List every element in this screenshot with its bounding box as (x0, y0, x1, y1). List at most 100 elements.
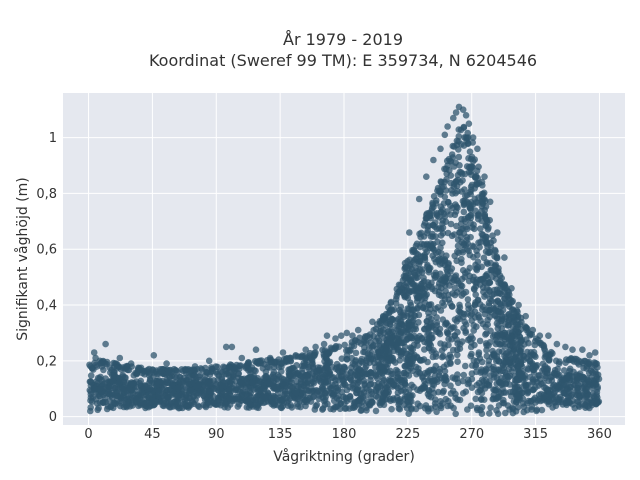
data-points (86, 103, 603, 418)
data-point-2033 (324, 400, 331, 408)
data-point-3528 (389, 307, 396, 314)
data-point-3088 (396, 377, 404, 384)
data-point-2317 (556, 393, 564, 401)
data-point-3492 (509, 348, 517, 355)
data-point-2443 (350, 401, 358, 408)
data-point-3022 (454, 176, 461, 184)
data-point-3274 (427, 366, 434, 374)
data-point-2261 (299, 369, 306, 377)
y-tick-label-0: 0 (49, 410, 57, 425)
data-point-3051 (437, 208, 445, 216)
data-point-1673 (493, 407, 500, 414)
data-point-3080 (432, 403, 439, 410)
data-point-3181 (454, 328, 461, 336)
data-point-3440 (416, 370, 424, 377)
data-point-2435 (347, 396, 354, 403)
data-point-3525 (354, 326, 362, 334)
data-point-3480 (495, 279, 502, 287)
data-point-3495 (465, 164, 473, 171)
data-point-3104 (460, 240, 467, 247)
data-point-3382 (407, 301, 415, 309)
data-point-3350 (517, 371, 524, 378)
data-point-2244 (363, 404, 370, 412)
data-point-2123 (106, 390, 113, 398)
data-point-1834 (86, 361, 93, 369)
data-point-1255 (338, 355, 346, 363)
data-point-3386 (424, 261, 431, 269)
data-point-3363 (513, 393, 521, 401)
data-point-3427 (443, 328, 451, 336)
data-point-3523 (343, 329, 351, 337)
data-point-648 (137, 377, 145, 385)
data-point-3154 (460, 324, 467, 332)
data-point-3436 (424, 339, 431, 347)
data-point-2384 (242, 364, 250, 372)
data-point-2415 (91, 385, 98, 392)
data-point-1492 (348, 364, 355, 371)
data-point-1937 (335, 396, 343, 404)
data-point-1532 (195, 403, 203, 411)
data-point-3209 (453, 203, 460, 210)
data-point-3299 (424, 279, 432, 286)
data-point-2352 (332, 345, 339, 352)
data-point-1748 (525, 339, 532, 347)
data-point-2930 (395, 405, 403, 412)
data-point-2388 (574, 386, 581, 394)
data-point-3226 (451, 284, 459, 292)
data-point-2419 (352, 349, 360, 357)
data-point-2367 (570, 377, 578, 384)
data-point-2540 (526, 357, 533, 365)
data-point-3346 (443, 176, 450, 183)
data-point-3293 (441, 321, 449, 328)
data-point-2773 (392, 300, 400, 307)
data-point-3100 (438, 250, 445, 257)
data-point-3077 (468, 181, 476, 189)
data-point-3496 (404, 286, 411, 294)
data-point-3336 (437, 244, 444, 251)
data-point-3289 (430, 193, 438, 200)
data-point-2432 (593, 399, 601, 406)
data-point-2976 (407, 348, 415, 356)
data-point-1863 (556, 358, 563, 366)
data-point-2769 (432, 269, 439, 277)
data-point-2541 (138, 389, 146, 397)
data-point-3526 (369, 318, 376, 326)
data-point-3500 (90, 349, 98, 356)
data-point-2241 (582, 386, 589, 394)
data-point-3218 (469, 224, 476, 231)
data-point-2186 (522, 381, 529, 389)
data-point-3217 (492, 261, 500, 269)
data-point-2929 (459, 390, 467, 397)
data-point-3482 (480, 288, 487, 296)
data-point-2598 (350, 379, 358, 387)
data-point-2254 (544, 365, 551, 372)
data-point-3393 (464, 134, 472, 141)
data-point-2358 (164, 379, 171, 387)
data-point-3428 (449, 154, 457, 161)
data-point-2422 (218, 374, 226, 381)
data-point-2592 (348, 354, 356, 362)
data-point-2528 (542, 350, 549, 358)
data-point-3112 (437, 398, 444, 405)
data-point-2522 (168, 391, 176, 399)
data-point-1769 (524, 348, 531, 356)
data-point-3452 (515, 386, 523, 394)
data-point-3086 (421, 254, 429, 261)
data-point-3280 (448, 303, 456, 310)
data-point-3389 (415, 311, 423, 319)
data-point-1059 (287, 402, 295, 409)
data-point-3325 (376, 370, 383, 377)
data-point-3561 (591, 349, 599, 356)
x-tick-label-5: 225 (395, 427, 420, 442)
data-point-3560 (586, 352, 593, 359)
data-point-3208 (444, 264, 452, 271)
data-point-3433 (460, 142, 468, 149)
data-point-3556 (553, 340, 561, 348)
x-tick-label-1: 45 (144, 427, 161, 442)
data-point-3322 (453, 182, 461, 190)
data-point-3502 (96, 357, 104, 365)
data-point-2431 (206, 381, 213, 389)
data-point-1683 (333, 360, 341, 368)
data-point-3306 (486, 307, 493, 314)
data-point-3439 (439, 217, 447, 224)
